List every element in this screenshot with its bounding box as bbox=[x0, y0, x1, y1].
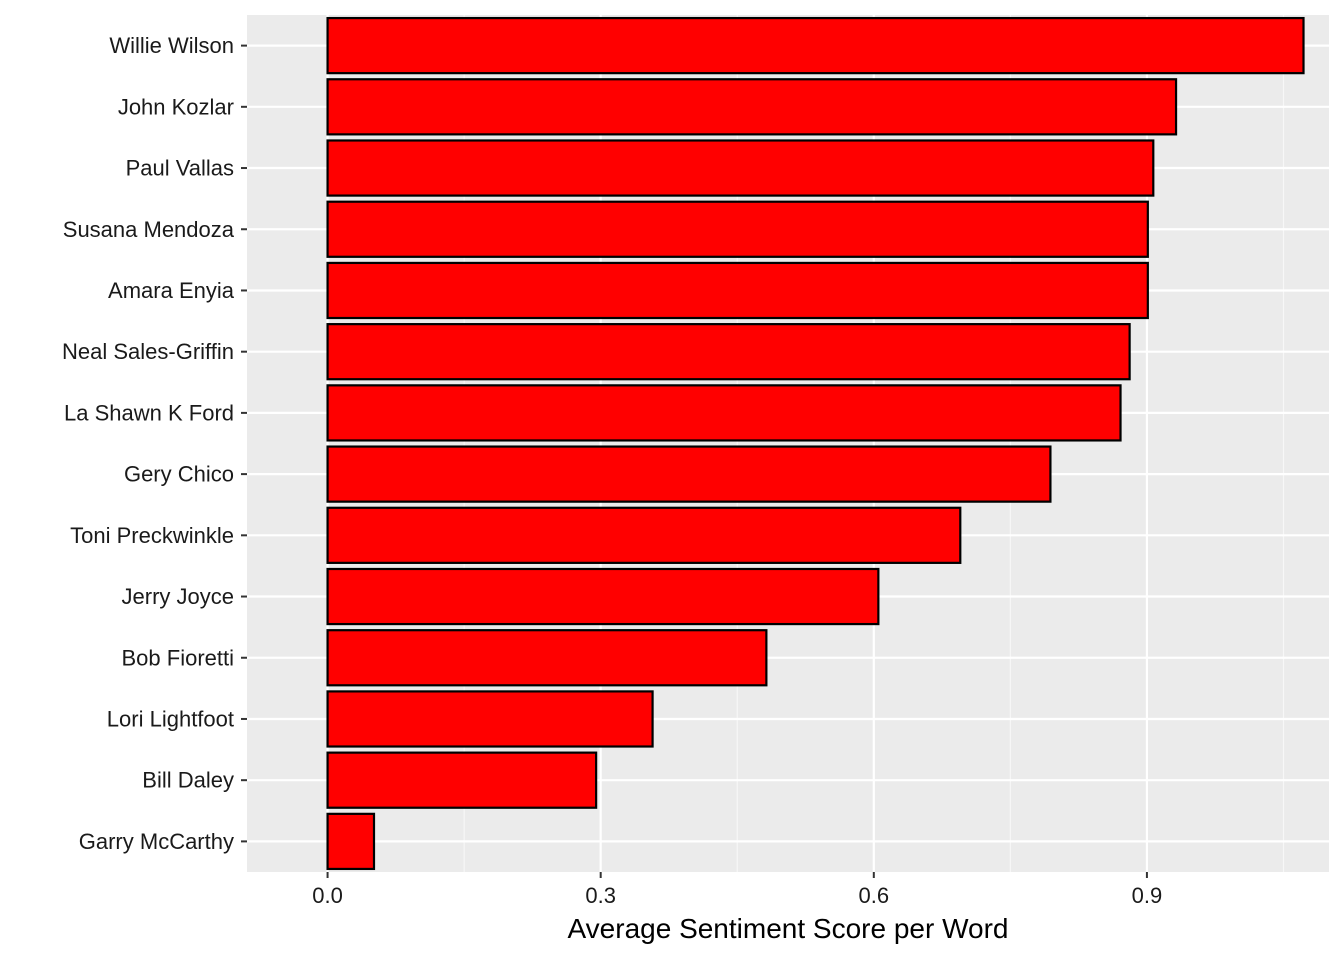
bar-4 bbox=[326, 261, 1149, 320]
bars bbox=[326, 16, 1305, 871]
y-tick-label-5: Neal Sales-Griffin bbox=[62, 339, 234, 364]
y-tick-label-2: Paul Vallas bbox=[126, 156, 234, 181]
y-tick-label-7: Gery Chico bbox=[124, 462, 234, 487]
x-tick-label-2: 0.6 bbox=[859, 883, 890, 908]
y-tick-label-12: Bill Daley bbox=[142, 768, 234, 793]
y-tick-label-3: Susana Mendoza bbox=[63, 217, 235, 242]
bar-11 bbox=[326, 690, 654, 748]
y-tick-label-8: Toni Preckwinkle bbox=[70, 523, 234, 548]
bar-5 bbox=[326, 323, 1131, 381]
y-tick-label-6: La Shawn K Ford bbox=[64, 400, 234, 425]
y-tick-label-9: Jerry Joyce bbox=[122, 584, 234, 609]
y-tick-label-1: John Kozlar bbox=[118, 94, 234, 119]
x-tick-label-0: 0.0 bbox=[312, 883, 343, 908]
bar-3 bbox=[326, 200, 1149, 258]
bar-1 bbox=[326, 78, 1178, 136]
bar-7 bbox=[326, 445, 1052, 503]
bar-12 bbox=[326, 751, 598, 809]
y-tick-label-11: Lori Lightfoot bbox=[107, 706, 234, 731]
y-axis: Willie Wilson John Kozlar Paul Vallas Susan… bbox=[62, 33, 247, 854]
x-axis: 0.0 0.3 0.6 0.9 bbox=[312, 872, 1162, 908]
bar-2 bbox=[326, 139, 1155, 197]
bar-9 bbox=[326, 567, 880, 626]
y-tick-label-10: Bob Fioretti bbox=[122, 645, 235, 670]
y-tick-label-0: Willie Wilson bbox=[109, 33, 234, 58]
x-tick-label-3: 0.9 bbox=[1132, 883, 1163, 908]
x-tick-label-1: 0.3 bbox=[585, 883, 616, 908]
x-axis-title: Average Sentiment Score per Word bbox=[568, 913, 1009, 944]
y-tick-label-13: Garry McCarthy bbox=[79, 829, 234, 854]
y-tick-label-4: Amara Enyia bbox=[108, 278, 235, 303]
bar-13 bbox=[326, 812, 376, 871]
bar-10 bbox=[326, 629, 768, 687]
bar-6 bbox=[326, 384, 1122, 442]
bar-8 bbox=[326, 506, 962, 564]
bar-0 bbox=[326, 16, 1305, 75]
